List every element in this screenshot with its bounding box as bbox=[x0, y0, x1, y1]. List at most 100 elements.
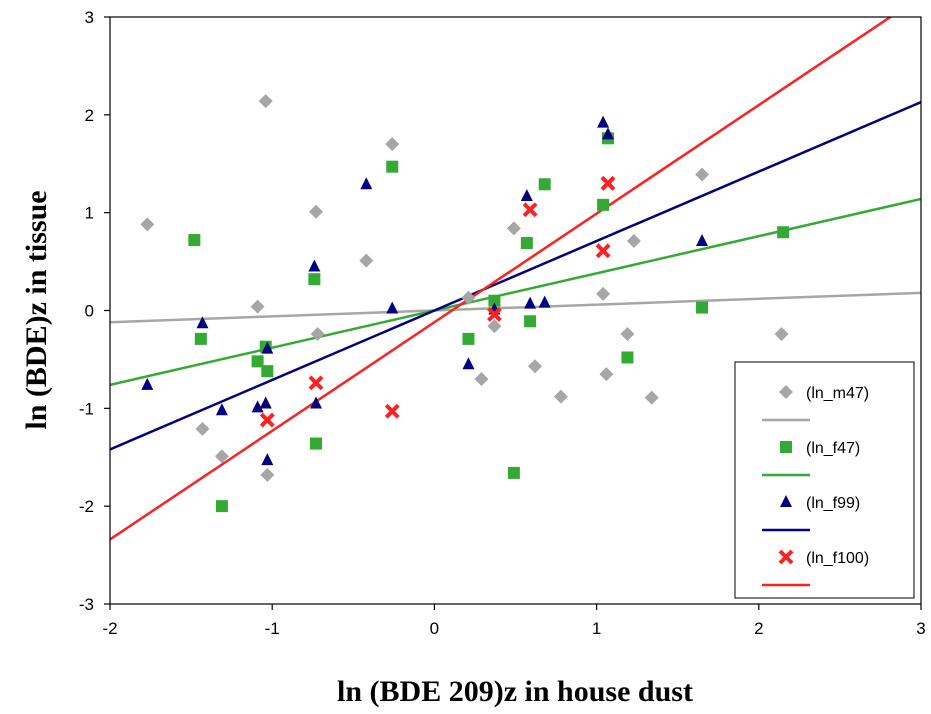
x-stroke bbox=[778, 549, 794, 565]
chart-marks bbox=[110, 17, 921, 541]
data-point bbox=[308, 259, 321, 272]
data-point bbox=[553, 389, 568, 404]
data-point bbox=[261, 341, 274, 354]
data-point bbox=[522, 202, 538, 218]
data-point bbox=[386, 160, 399, 173]
data-point bbox=[597, 115, 610, 128]
legend-label: (ln_f99) bbox=[806, 495, 860, 512]
x-stroke bbox=[384, 403, 400, 419]
legend-marker bbox=[778, 549, 794, 565]
y-tick-label: -1 bbox=[79, 399, 94, 418]
data-point bbox=[250, 299, 265, 314]
data-point bbox=[538, 178, 551, 191]
x-stroke bbox=[308, 375, 324, 391]
series-0-points bbox=[140, 94, 789, 482]
data-point bbox=[309, 437, 322, 450]
data-point bbox=[506, 221, 521, 236]
x-stroke bbox=[486, 306, 502, 322]
data-point bbox=[196, 316, 209, 329]
y-tick-label: 0 bbox=[85, 302, 94, 321]
legend-label: (ln_f47) bbox=[806, 440, 860, 457]
data-point bbox=[215, 403, 228, 416]
data-point bbox=[310, 326, 325, 341]
data-point bbox=[621, 351, 634, 364]
data-point bbox=[527, 359, 542, 374]
data-point bbox=[461, 290, 476, 305]
fit-line-0 bbox=[110, 291, 921, 324]
data-point bbox=[141, 377, 154, 390]
data-point bbox=[260, 467, 275, 482]
data-point bbox=[140, 217, 155, 232]
x-axis-title: ln (BDE 209)z in house dust bbox=[337, 675, 693, 708]
y-axis-title: ln (BDE)z in tissue bbox=[20, 190, 53, 429]
axes: -2 -1 0 1 2 3 -3 -2 -1 0 1 2 3 ln (BDE 209)z in house… bbox=[20, 8, 926, 708]
fit-line-2 bbox=[110, 100, 921, 451]
data-point bbox=[386, 301, 399, 314]
data-point bbox=[487, 319, 502, 334]
data-point bbox=[261, 365, 274, 378]
x-tick-label: 1 bbox=[592, 619, 601, 638]
data-point bbox=[462, 357, 475, 370]
data-point bbox=[595, 243, 611, 259]
data-point bbox=[520, 189, 533, 202]
data-point bbox=[507, 466, 520, 479]
data-point bbox=[359, 253, 374, 268]
x-tick-label: 2 bbox=[754, 619, 763, 638]
data-point bbox=[644, 390, 659, 405]
series-3-points bbox=[259, 175, 616, 428]
data-point bbox=[308, 273, 321, 286]
legend-marker bbox=[779, 385, 793, 399]
y-tick-label: 3 bbox=[85, 8, 94, 27]
data-point bbox=[524, 315, 537, 328]
data-point bbox=[538, 295, 551, 308]
legend-entry-2: (ln_f99) bbox=[762, 495, 860, 532]
data-point bbox=[258, 94, 273, 109]
data-point bbox=[524, 296, 537, 309]
data-point bbox=[596, 286, 611, 301]
y-tick-label: 1 bbox=[85, 204, 94, 223]
data-point bbox=[474, 371, 489, 386]
legend-marker bbox=[780, 495, 792, 507]
data-point bbox=[777, 226, 790, 239]
data-point bbox=[695, 167, 710, 182]
data-point bbox=[188, 234, 201, 247]
data-point bbox=[259, 396, 272, 409]
x-tick-label: 0 bbox=[430, 619, 439, 638]
series-2-points bbox=[141, 115, 709, 466]
data-point bbox=[696, 301, 709, 314]
data-point bbox=[194, 332, 207, 345]
series-1-points bbox=[188, 132, 790, 513]
data-point bbox=[251, 355, 264, 368]
data-point bbox=[384, 403, 400, 419]
legend-entry-0: (ln_m47) bbox=[762, 385, 869, 422]
data-point bbox=[696, 234, 709, 247]
data-point bbox=[360, 177, 373, 190]
data-point bbox=[601, 127, 614, 140]
x-stroke bbox=[600, 175, 616, 191]
x-tick-label: -2 bbox=[102, 619, 117, 638]
data-point bbox=[309, 396, 322, 409]
legend-box bbox=[734, 361, 915, 599]
y-tick-label: -3 bbox=[79, 595, 94, 614]
legend: (ln_m47) (ln_f47) (ln_f99) (ln_f100) bbox=[734, 361, 915, 599]
data-point bbox=[626, 234, 641, 249]
data-point bbox=[486, 306, 502, 322]
legend-entry-1: (ln_f47) bbox=[762, 440, 860, 477]
data-point bbox=[520, 236, 533, 249]
data-point bbox=[251, 400, 264, 413]
data-point bbox=[215, 500, 228, 513]
x-stroke bbox=[259, 412, 275, 428]
legend-label: (ln_m47) bbox=[806, 385, 869, 402]
legend-marker bbox=[780, 441, 792, 453]
data-point bbox=[597, 198, 610, 211]
legend-label: (ln_f100) bbox=[806, 550, 869, 567]
data-point bbox=[259, 412, 275, 428]
data-point bbox=[620, 326, 635, 341]
data-point bbox=[195, 421, 210, 436]
y-tick-label: 2 bbox=[85, 106, 94, 125]
x-tick-label: 3 bbox=[916, 619, 925, 638]
data-point bbox=[214, 449, 229, 464]
data-point bbox=[308, 204, 323, 219]
legend-entry-3: (ln_f100) bbox=[762, 549, 869, 587]
